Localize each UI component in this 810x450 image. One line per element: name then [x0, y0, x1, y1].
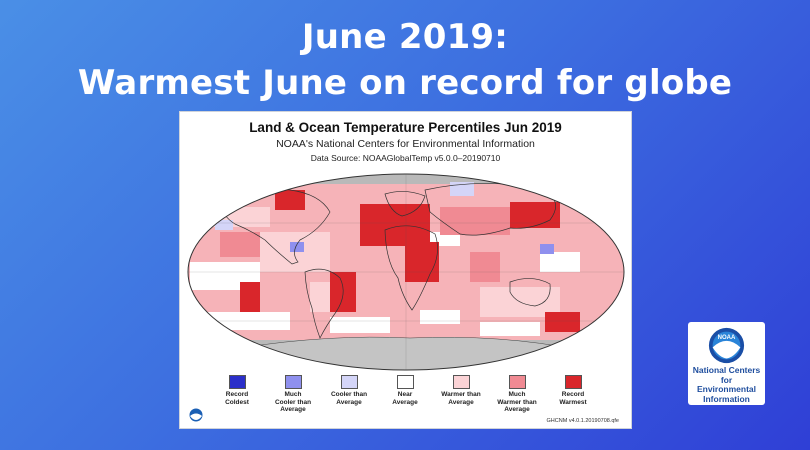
legend-item-warmer: Warmer than Average — [432, 375, 490, 406]
legend-item-much-cooler: Much Cooler than Average — [264, 375, 322, 414]
map-data-source: Data Source: NOAAGlobalTemp v5.0.0–20190… — [310, 153, 501, 163]
australia — [509, 278, 551, 307]
legend-swatch — [396, 375, 414, 389]
north-america — [219, 188, 331, 265]
legend-item-record-warmest: Record Warmest — [544, 375, 602, 406]
percentile-map-card: Land & Ocean Temperature Percentiles Jun… — [179, 111, 632, 429]
legend-item-cooler: Cooler than Average — [320, 375, 378, 406]
map-subtitle: NOAA's National Centers for Environmenta… — [276, 138, 535, 150]
map-title: Land & Ocean Temperature Percentiles Jun… — [249, 120, 562, 135]
legend: Record Coldest Much Cooler than Average Coo… — [208, 375, 608, 419]
noaa-mini-logo-icon — [189, 408, 203, 422]
legend-swatch — [508, 375, 526, 389]
antarctica — [239, 336, 581, 370]
headline-line1: June 2019: — [301, 17, 509, 57]
world-map — [187, 173, 625, 371]
map-footer-note: GHCNM v4.0.1.20190708.qfe — [546, 418, 619, 424]
ncei-badge: NOAA National Centers for Environmental … — [688, 322, 765, 405]
legend-item-much-warmer: Much Warmer than Average — [488, 375, 546, 414]
noaa-logo-icon: NOAA — [708, 327, 745, 364]
legend-swatch — [228, 375, 246, 389]
headline: June 2019: Warmest June on record for gl… — [0, 14, 810, 106]
legend-swatch — [340, 375, 358, 389]
noaa-logo-text: NOAA — [718, 335, 736, 341]
globe-outline — [187, 173, 625, 371]
legend-swatch — [564, 375, 582, 389]
legend-swatch — [452, 375, 470, 389]
legend-swatch — [284, 375, 302, 389]
south-america — [304, 268, 344, 339]
legend-item-near-average: Near Average — [376, 375, 434, 406]
africa — [384, 225, 438, 311]
europe — [384, 191, 426, 217]
ncei-badge-text: National Centers for Environmental Infor… — [692, 365, 761, 404]
headline-line2: Warmest June on record for globe — [77, 63, 733, 103]
legend-item-record-coldest: Record Coldest — [208, 375, 266, 406]
